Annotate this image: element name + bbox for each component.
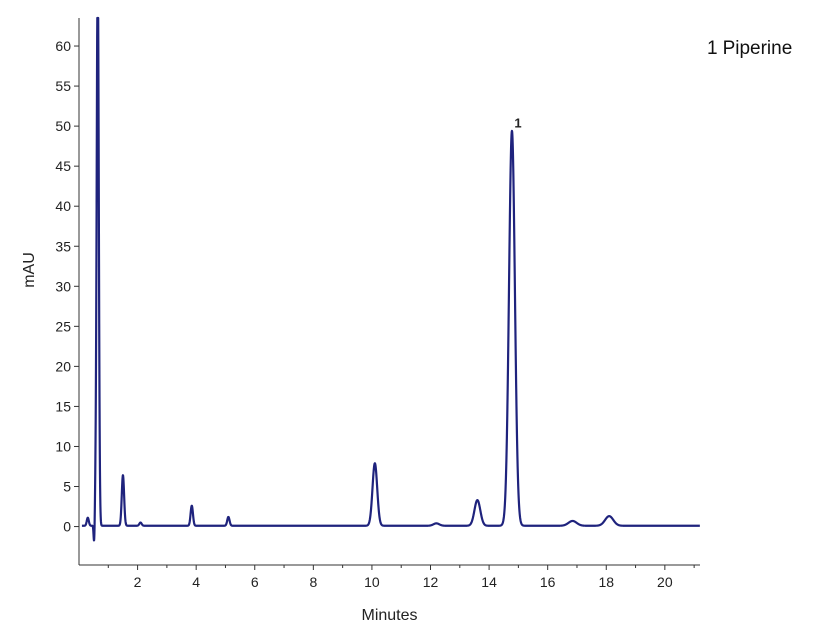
x-tick-label: 18 <box>598 574 614 590</box>
x-tick-label: 2 <box>134 574 142 590</box>
x-tick-label: 4 <box>192 574 200 590</box>
peak-label: 1 <box>514 116 521 131</box>
x-tick-label: 16 <box>540 574 556 590</box>
x-tick-label: 14 <box>481 574 497 590</box>
y-tick-label: 30 <box>55 278 71 294</box>
x-tick-label: 12 <box>423 574 439 590</box>
y-tick-label: 20 <box>55 358 71 374</box>
legend-peak-name: Piperine <box>722 38 793 59</box>
y-tick-label: 35 <box>55 238 71 254</box>
y-tick-label: 40 <box>55 198 71 214</box>
y-tick-label: 10 <box>55 438 71 454</box>
y-tick-label: 60 <box>55 38 71 54</box>
y-tick-label: 45 <box>55 158 71 174</box>
y-axis-title: mAU <box>21 252 38 288</box>
y-tick-label: 0 <box>63 519 71 535</box>
y-tick-label: 15 <box>55 398 71 414</box>
x-tick-label: 10 <box>364 574 380 590</box>
y-tick-label: 25 <box>55 318 71 334</box>
legend: 1 Piperine <box>707 38 792 60</box>
y-tick-label: 5 <box>63 479 71 495</box>
chromatogram-trace <box>80 16 701 542</box>
y-tick-label: 50 <box>55 118 71 134</box>
x-tick-label: 8 <box>309 574 317 590</box>
x-tick-label: 20 <box>657 574 673 590</box>
y-tick-label: 55 <box>55 78 71 94</box>
legend-peak-number: 1 <box>707 38 718 59</box>
x-axis-title: Minutes <box>361 607 417 624</box>
x-tick-label: 6 <box>251 574 259 590</box>
